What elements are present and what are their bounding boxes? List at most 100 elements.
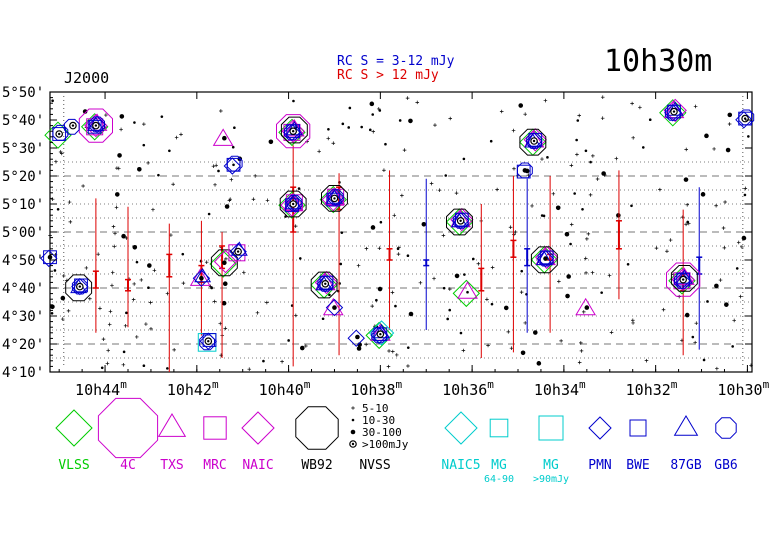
nvss-source [172, 348, 176, 352]
nvss-source [222, 281, 228, 287]
nvss-source [584, 271, 588, 275]
catalog-legend: VLSS 4C TXS MRC NAIC WB92 NVSS NAIC5 MG64-90MG>9… [55, 397, 738, 485]
source-gb6-marker [71, 278, 88, 295]
x-tick-unit: m [212, 378, 219, 391]
x-tick-label: 10h32m [626, 378, 678, 399]
nvss-source [394, 304, 397, 308]
nvss-source [589, 160, 592, 164]
nvss-source [108, 309, 113, 314]
nvss-source [543, 98, 548, 103]
legend-wb92-label: WB92 [301, 458, 332, 473]
legend-4c-symbol [97, 397, 159, 459]
nvss-source [406, 346, 410, 349]
x-tick-unit: m [579, 378, 586, 391]
nvss-source [157, 173, 160, 177]
nvss-source [369, 101, 375, 107]
source-vlss-marker [44, 121, 72, 149]
nvss-source [179, 132, 183, 137]
nvss-source [448, 116, 453, 121]
legend-mg-note: >90mJy [533, 474, 569, 485]
source-flux-marker-core [459, 219, 462, 222]
nvss-source [377, 286, 383, 292]
nvss-source [641, 146, 645, 149]
nvss-source [146, 161, 150, 165]
nvss-source [379, 220, 383, 224]
source-flux-marker [543, 256, 548, 261]
legend-mrc-symbol [203, 416, 227, 440]
nvss-source [513, 230, 518, 234]
nvss-source [575, 152, 579, 157]
nvss-source [573, 192, 576, 195]
nvss-source [171, 182, 175, 187]
source-flux-marker [199, 275, 204, 281]
nvss-source [152, 268, 157, 273]
nvss-source [110, 270, 115, 275]
nvss-source [691, 335, 695, 339]
source-gb6-marker [738, 109, 755, 126]
source-flux-marker-core [681, 278, 685, 281]
legend-naic-label: NAIC [242, 458, 273, 473]
x-tick-label: 10h34m [534, 378, 586, 399]
nvss-source [340, 231, 344, 234]
nvss-source [327, 127, 330, 131]
nvss-source [569, 163, 574, 168]
nvss-source [693, 340, 697, 345]
legend-mg-label: MG [543, 458, 559, 473]
nvss-source [495, 187, 499, 192]
nvss-source [448, 308, 452, 312]
nvss-source [490, 302, 494, 306]
legend-nvss-flux-label: 5-10 [362, 402, 389, 415]
nvss-source [486, 343, 490, 348]
nvss-source [328, 293, 331, 297]
nvss-source [700, 192, 706, 197]
catalog-sources [40, 98, 755, 352]
nvss-source [718, 278, 723, 282]
nvss-source [408, 311, 414, 317]
nvss-source [166, 367, 169, 370]
nvss-source [591, 154, 595, 158]
nvss-source [463, 273, 466, 276]
nvss-field-sources [48, 95, 753, 371]
nvss-source [408, 118, 413, 124]
nvss-source [747, 135, 750, 138]
nvss-source [519, 290, 524, 294]
source-87gb-marker [325, 189, 343, 204]
nvss-source [638, 105, 642, 110]
legend-87gb-symbol [673, 415, 699, 436]
nvss-source [448, 287, 452, 291]
nvss-source [722, 246, 727, 250]
nvss-source [304, 344, 308, 348]
nvss-source [61, 274, 66, 278]
nvss-source [441, 233, 446, 238]
nvss-source [607, 273, 612, 278]
y-tick-label: 5°20' [2, 169, 44, 185]
legend-mg-label: MG [491, 458, 507, 473]
nvss-source [588, 193, 593, 197]
nvss-source [680, 215, 685, 219]
source-flux-marker-core [324, 282, 327, 285]
nvss-source [518, 103, 524, 108]
source-flux-marker-core [236, 250, 240, 253]
nvss-source [98, 306, 102, 311]
nvss-source [356, 263, 361, 268]
nvss-source [391, 349, 395, 354]
nvss-source [298, 257, 302, 260]
nvss-source [576, 119, 580, 122]
source-gb6-marker [371, 327, 387, 344]
nvss-source [392, 213, 397, 218]
legend-nvss-flux-label: 30-100 [362, 426, 402, 439]
x-tick-unit: m [487, 378, 494, 391]
source-txs-marker [457, 281, 478, 299]
legend-nvss-symbol [350, 429, 356, 435]
source-wb92-marker [280, 116, 308, 144]
nvss-source [405, 96, 410, 100]
nvss-source [54, 159, 58, 164]
source-gb6-marker [526, 133, 542, 149]
legend-nvss-symbol [351, 406, 355, 410]
nvss-source [364, 342, 368, 347]
nvss-source [123, 324, 128, 328]
legend-87gb-label: 87GB [670, 458, 701, 473]
nvss-source [630, 204, 633, 208]
nvss-source [251, 197, 256, 202]
